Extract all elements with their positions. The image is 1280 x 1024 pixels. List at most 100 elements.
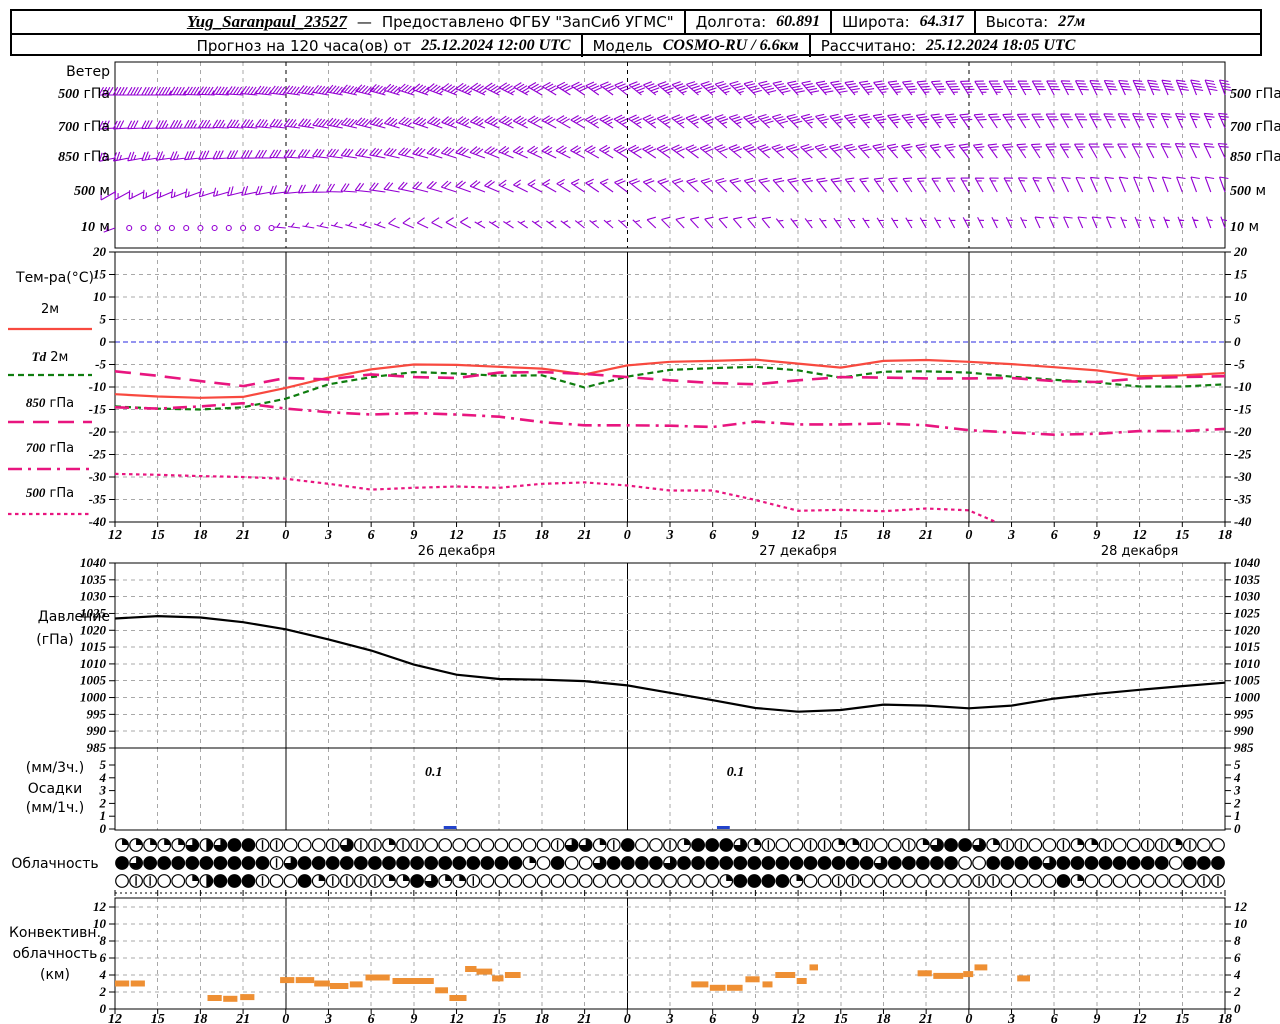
svg-text:-10: -10 [1234, 379, 1252, 394]
convective-panel-title-3: (км) [40, 967, 70, 983]
svg-text:10: 10 [1234, 916, 1248, 931]
convective-bar [295, 977, 315, 984]
svg-text:-20: -20 [89, 424, 107, 439]
svg-text:10: 10 [93, 289, 107, 304]
convective-bar [691, 981, 709, 988]
convective-bar [130, 980, 145, 987]
svg-text:-30: -30 [1234, 469, 1252, 484]
svg-text:18: 18 [1218, 528, 1232, 543]
svg-text:1005: 1005 [1234, 673, 1261, 688]
svg-text:6: 6 [1234, 950, 1241, 965]
svg-text:1000: 1000 [1234, 690, 1261, 705]
convective-bar [329, 983, 349, 989]
svg-text:5: 5 [100, 312, 107, 327]
header-label: Широта: [842, 13, 910, 31]
header-value: 25.12.2024 18:05 UTC [926, 37, 1076, 54]
svg-text:0: 0 [100, 821, 107, 836]
svg-text:990: 990 [1234, 723, 1254, 738]
svg-text:15: 15 [492, 1012, 506, 1024]
svg-text:12: 12 [1234, 899, 1248, 914]
wind-level-label: 10 м [80, 219, 110, 235]
wind-level-label-right: 500 м [1230, 183, 1267, 199]
convective-bar [476, 968, 493, 975]
svg-text:18: 18 [876, 1012, 890, 1024]
convective-bar [933, 972, 964, 979]
svg-text:1020: 1020 [1234, 622, 1261, 637]
pressure-series [114, 614, 1226, 713]
header-row-station: Yug_Saranpaul_23527 — Предоставлено ФГБУ "… [12, 11, 1260, 35]
svg-text:1: 1 [1234, 808, 1241, 823]
svg-text:15: 15 [1175, 528, 1189, 543]
svg-text:3: 3 [1233, 783, 1241, 798]
svg-text:12: 12 [1133, 528, 1147, 543]
svg-text:12: 12 [108, 1012, 122, 1024]
temp-series-t500 [115, 472, 999, 522]
svg-text:-25: -25 [1234, 447, 1252, 462]
svg-text:6: 6 [1051, 1012, 1058, 1024]
precip-unit-1h: (мм/1ч.) [25, 800, 85, 816]
wind-panel-title: Ветер [66, 64, 110, 80]
header-separator [683, 11, 686, 33]
precip-panel-title: Осадки [27, 781, 83, 797]
svg-text:0: 0 [100, 1001, 107, 1016]
svg-text:9: 9 [752, 528, 759, 543]
svg-text:3: 3 [99, 783, 107, 798]
svg-text:-35: -35 [89, 492, 107, 507]
svg-text:21: 21 [235, 528, 250, 543]
wind-level-label-right: 850 гПа [1230, 149, 1280, 165]
precipitation-bars: 0.1 0.1 [425, 765, 744, 829]
svg-text:15: 15 [834, 528, 848, 543]
svg-text:2: 2 [99, 984, 107, 999]
convective-bar [280, 977, 295, 984]
svg-text:1010: 1010 [80, 656, 107, 671]
svg-text:21: 21 [235, 1012, 250, 1024]
header: Yug_Saranpaul_23527 — Предоставлено ФГБУ "… [10, 9, 1262, 57]
svg-text:21: 21 [918, 1012, 933, 1024]
svg-text:18: 18 [193, 528, 207, 543]
convective-bar [1017, 975, 1030, 982]
wind-level-label: 850 гПа [58, 149, 110, 165]
convective-bar [726, 984, 743, 991]
convective-bar [349, 981, 363, 988]
svg-text:-40: -40 [89, 514, 107, 529]
svg-text:6: 6 [368, 1012, 375, 1024]
svg-text:15: 15 [93, 267, 107, 282]
svg-text:15: 15 [834, 1012, 848, 1024]
svg-text:3: 3 [666, 1012, 674, 1024]
svg-text:8: 8 [100, 933, 107, 948]
svg-text:15: 15 [1175, 1012, 1189, 1024]
convective-cloud-bars [115, 964, 1030, 1002]
legend-label-t2m: 2м [40, 302, 60, 317]
svg-text:10: 10 [1234, 289, 1248, 304]
pressure-panel-unit: (гПа) [36, 632, 74, 648]
temp-series-t850 [115, 370, 1225, 388]
svg-text:2: 2 [1233, 984, 1241, 999]
convective-bar [449, 995, 467, 1001]
wind-level-500м [100, 176, 1229, 201]
svg-text:0: 0 [624, 528, 631, 543]
svg-text:18: 18 [535, 1012, 549, 1024]
svg-text:12: 12 [108, 528, 122, 543]
legend-label-t500: 500 гПа [25, 485, 75, 501]
svg-text:3: 3 [324, 1012, 332, 1024]
header-label: Прогноз на 120 часа(ов) от [196, 37, 412, 55]
svg-text:0: 0 [624, 1012, 631, 1024]
legend-line-sample [8, 420, 92, 424]
header-row-forecast: Прогноз на 120 часа(ов) от 25.12.2024 12:… [12, 35, 1260, 57]
svg-text:12: 12 [450, 528, 464, 543]
svg-text:12: 12 [791, 528, 805, 543]
svg-text:12: 12 [1133, 1012, 1147, 1024]
svg-text:3: 3 [1007, 528, 1015, 543]
legend-label-td2m: Td 2м [31, 349, 69, 365]
svg-text:1005: 1005 [80, 673, 107, 688]
temperature-panel-title: Тем-ра(°C) [16, 270, 94, 286]
header-label: — [356, 13, 372, 31]
svg-text:0: 0 [965, 528, 972, 543]
svg-text:12: 12 [791, 1012, 805, 1024]
svg-text:1: 1 [100, 808, 107, 823]
svg-text:12: 12 [450, 1012, 464, 1024]
temp-series-t700 [115, 401, 1225, 437]
svg-text:0: 0 [965, 1012, 972, 1024]
header-value: 64.317 [919, 13, 964, 30]
